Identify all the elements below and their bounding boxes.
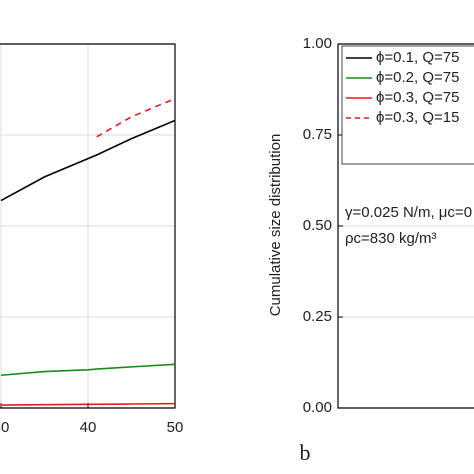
- legend-label: ϕ=0.2, Q=75: [376, 69, 459, 86]
- axis-frame: [337, 43, 474, 409]
- y-tick-label: 0.00: [303, 399, 332, 416]
- series-line: [0, 363, 176, 377]
- y-tick-label: 0.25: [303, 308, 332, 325]
- series-line: [96, 97, 176, 138]
- legend-box: [341, 45, 474, 165]
- legend-label: ϕ=0.1, Q=75: [376, 49, 459, 66]
- x-tick-label: 50: [167, 419, 184, 436]
- y-tick-label: 0.50: [303, 217, 332, 234]
- x-tick-label: 30: [0, 419, 9, 436]
- legend-label: ϕ=0.3, Q=75: [376, 89, 459, 106]
- y-tick-label: 0.75: [303, 126, 332, 143]
- panel-label: b: [300, 440, 311, 465]
- annotation: γ=0.025 N/m, μc=0: [345, 204, 472, 221]
- axis-frame: [0, 43, 176, 409]
- y-axis-label: Cumulative size distribution: [267, 134, 284, 317]
- y-tick-label: 1.00: [303, 35, 332, 52]
- annotation: ρc=830 kg/m³: [345, 230, 437, 247]
- legend-label: ϕ=0.3, Q=15: [376, 109, 459, 126]
- series-line: [0, 119, 176, 202]
- x-tick-label: 40: [80, 419, 97, 436]
- series-line: [0, 402, 176, 406]
